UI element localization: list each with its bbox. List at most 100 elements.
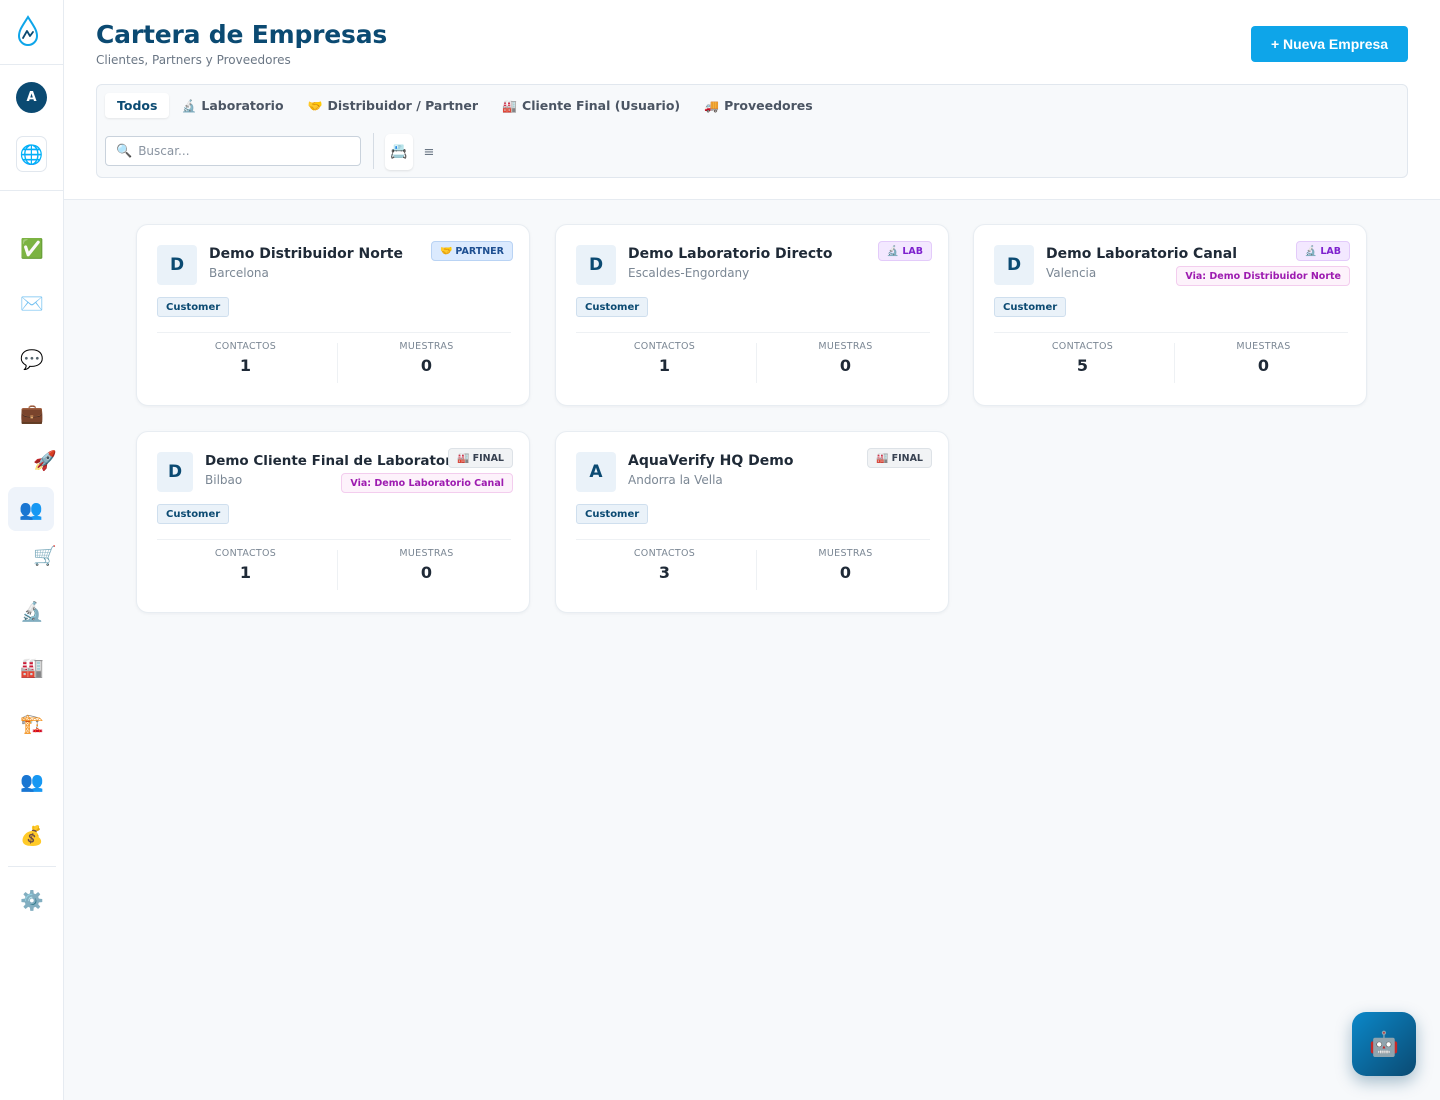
samples-count: 0 xyxy=(1257,356,1270,375)
company-avatar: D xyxy=(157,452,193,492)
company-card[interactable]: D Demo Distribuidor Norte Barcelona 🤝 PAR… xyxy=(136,224,530,406)
money-bag-icon: 💰 xyxy=(20,824,44,847)
company-city: Bilbao xyxy=(205,473,243,487)
samples-count: 0 xyxy=(420,356,433,375)
card-divider xyxy=(994,332,1348,333)
nav-laboratory[interactable]: 🔬 xyxy=(9,589,55,633)
nav-construction[interactable]: 🏗️ xyxy=(9,701,55,745)
tab-distributor-partner[interactable]: 🤝 Distribuidor / Partner xyxy=(296,93,491,118)
company-card[interactable]: A AquaVerify HQ Demo Andorra la Vella 🏭 F… xyxy=(555,431,949,613)
globe-icon: 🌐 xyxy=(19,143,44,166)
type-badge: 🔬 LAB xyxy=(877,241,932,261)
samples-count: 0 xyxy=(420,563,433,582)
samples-stat: MUESTRAS 0 xyxy=(338,548,515,582)
company-city: Barcelona xyxy=(209,266,269,280)
company-card[interactable]: D Demo Cliente Final de Laboratorio Bilb… xyxy=(136,431,530,613)
page-header: Cartera de Empresas Clientes, Partners y… xyxy=(64,0,1440,200)
tab-laboratory[interactable]: 🔬 Laboratorio xyxy=(169,93,295,118)
stat-divider xyxy=(337,343,338,383)
language-globe-button[interactable]: 🌐 xyxy=(16,136,47,172)
company-card[interactable]: D Demo Laboratorio Canal Valencia 🔬 LAB V… xyxy=(973,224,1367,406)
customer-badge: Customer xyxy=(576,297,649,317)
assistant-bot-button[interactable]: 🤖 xyxy=(1352,1012,1416,1076)
contacts-count: 5 xyxy=(1076,356,1089,375)
speech-bubble-icon: 💬 xyxy=(20,348,44,371)
nav-tasks[interactable]: ✅ xyxy=(9,226,55,270)
nav-chat[interactable]: 💬 xyxy=(9,337,55,381)
nav-team[interactable]: 👥 xyxy=(9,759,55,803)
stat-label: MUESTRAS xyxy=(818,548,873,559)
stat-label: MUESTRAS xyxy=(818,341,873,352)
type-badge-label: FINAL xyxy=(472,452,504,464)
tab-label: Proveedores xyxy=(724,98,813,113)
gear-icon: ⚙️ xyxy=(20,889,44,912)
stat-label: MUESTRAS xyxy=(399,548,454,559)
via-badge: Via: Demo Laboratorio Canal xyxy=(341,473,513,493)
page-subtitle: Clientes, Partners y Proveedores xyxy=(96,53,291,67)
company-city: Andorra la Vella xyxy=(628,473,723,487)
microscope-icon: 🔬 xyxy=(886,245,900,257)
customer-badge: Customer xyxy=(576,504,649,524)
samples-stat: MUESTRAS 0 xyxy=(757,548,934,582)
contacts-count: 1 xyxy=(658,356,671,375)
user-avatar[interactable]: A xyxy=(16,82,47,113)
company-name: Demo Cliente Final de Laboratorio xyxy=(205,453,466,469)
stat-label: MUESTRAS xyxy=(1236,341,1291,352)
tab-label: Distribuidor / Partner xyxy=(327,98,479,113)
contacts-count: 3 xyxy=(658,563,671,582)
tab-suppliers[interactable]: 🚚 Proveedores xyxy=(692,93,825,118)
stat-divider xyxy=(1174,343,1175,383)
grid-view-button[interactable]: 📇 xyxy=(385,134,413,170)
search-box: 🔍 xyxy=(105,136,361,166)
company-city: Valencia xyxy=(1046,266,1097,280)
list-view-button[interactable]: ≡ xyxy=(421,142,437,162)
sidebar-divider xyxy=(0,64,63,65)
nav-companies[interactable]: 👥 xyxy=(8,487,54,531)
type-badge-label: PARTNER xyxy=(455,245,504,257)
rocket-icon: 🚀 xyxy=(33,449,57,472)
new-company-button[interactable]: + Nueva Empresa xyxy=(1251,26,1408,62)
nav-finance[interactable]: 💰 xyxy=(9,813,55,857)
company-name: Demo Laboratorio Directo xyxy=(628,246,833,262)
company-avatar: D xyxy=(157,245,197,285)
type-badge-label: LAB xyxy=(1320,245,1341,257)
nav-mail[interactable]: ✉️ xyxy=(9,281,55,325)
microscope-icon: 🔬 xyxy=(1304,245,1318,257)
nav-business[interactable]: 💼 xyxy=(9,391,55,435)
nav-settings[interactable]: ⚙️ xyxy=(9,878,55,922)
handshake-icon: 🤝 xyxy=(439,245,453,257)
search-input[interactable] xyxy=(138,144,339,158)
nav-factory[interactable]: 🏭 xyxy=(9,645,55,689)
nav-launch[interactable]: 🚀 xyxy=(22,438,68,482)
type-badge: 🤝 PARTNER xyxy=(430,241,513,261)
customer-badge: Customer xyxy=(994,297,1067,317)
toolbar-divider xyxy=(373,133,374,169)
app-logo-icon[interactable] xyxy=(14,14,42,48)
customer-badge: Customer xyxy=(157,504,230,524)
nav-orders[interactable]: 🛒 xyxy=(22,533,68,577)
search-icon: 🔍 xyxy=(116,143,133,159)
company-name: Demo Laboratorio Canal xyxy=(1046,246,1237,262)
tab-label: Laboratorio xyxy=(201,98,284,113)
type-tabs: Todos 🔬 Laboratorio 🤝 Distribuidor / Partn… xyxy=(105,93,825,118)
card-divider xyxy=(157,539,511,540)
contacts-count: 1 xyxy=(239,356,252,375)
filter-panel: Todos 🔬 Laboratorio 🤝 Distribuidor / Partn… xyxy=(96,84,1408,178)
stat-divider xyxy=(756,550,757,590)
via-badge: Via: Demo Distribuidor Norte xyxy=(1176,266,1350,286)
stat-divider xyxy=(337,550,338,590)
card-divider xyxy=(576,332,930,333)
samples-stat: MUESTRAS 0 xyxy=(1175,341,1352,375)
sidebar: A 🌐 ✅ ✉️ 💬 💼 🚀 👥 🛒 🔬 🏭 🏗️ 👥 💰 ⚙️ xyxy=(0,0,64,1100)
crane-icon: 🏗️ xyxy=(20,712,44,735)
type-badge: 🏭 FINAL xyxy=(448,448,513,468)
samples-stat: MUESTRAS 0 xyxy=(757,341,934,375)
samples-stat: MUESTRAS 0 xyxy=(338,341,515,375)
card-divider xyxy=(576,539,930,540)
type-badge: 🔬 LAB xyxy=(1295,241,1350,261)
company-card[interactable]: D Demo Laboratorio Directo Escaldes-Engo… xyxy=(555,224,949,406)
tab-all[interactable]: Todos xyxy=(105,93,170,118)
contacts-stat: CONTACTOS 1 xyxy=(157,548,334,582)
contacts-count: 1 xyxy=(239,563,252,582)
tab-final-client[interactable]: 🏭 Cliente Final (Usuario) xyxy=(490,93,692,118)
